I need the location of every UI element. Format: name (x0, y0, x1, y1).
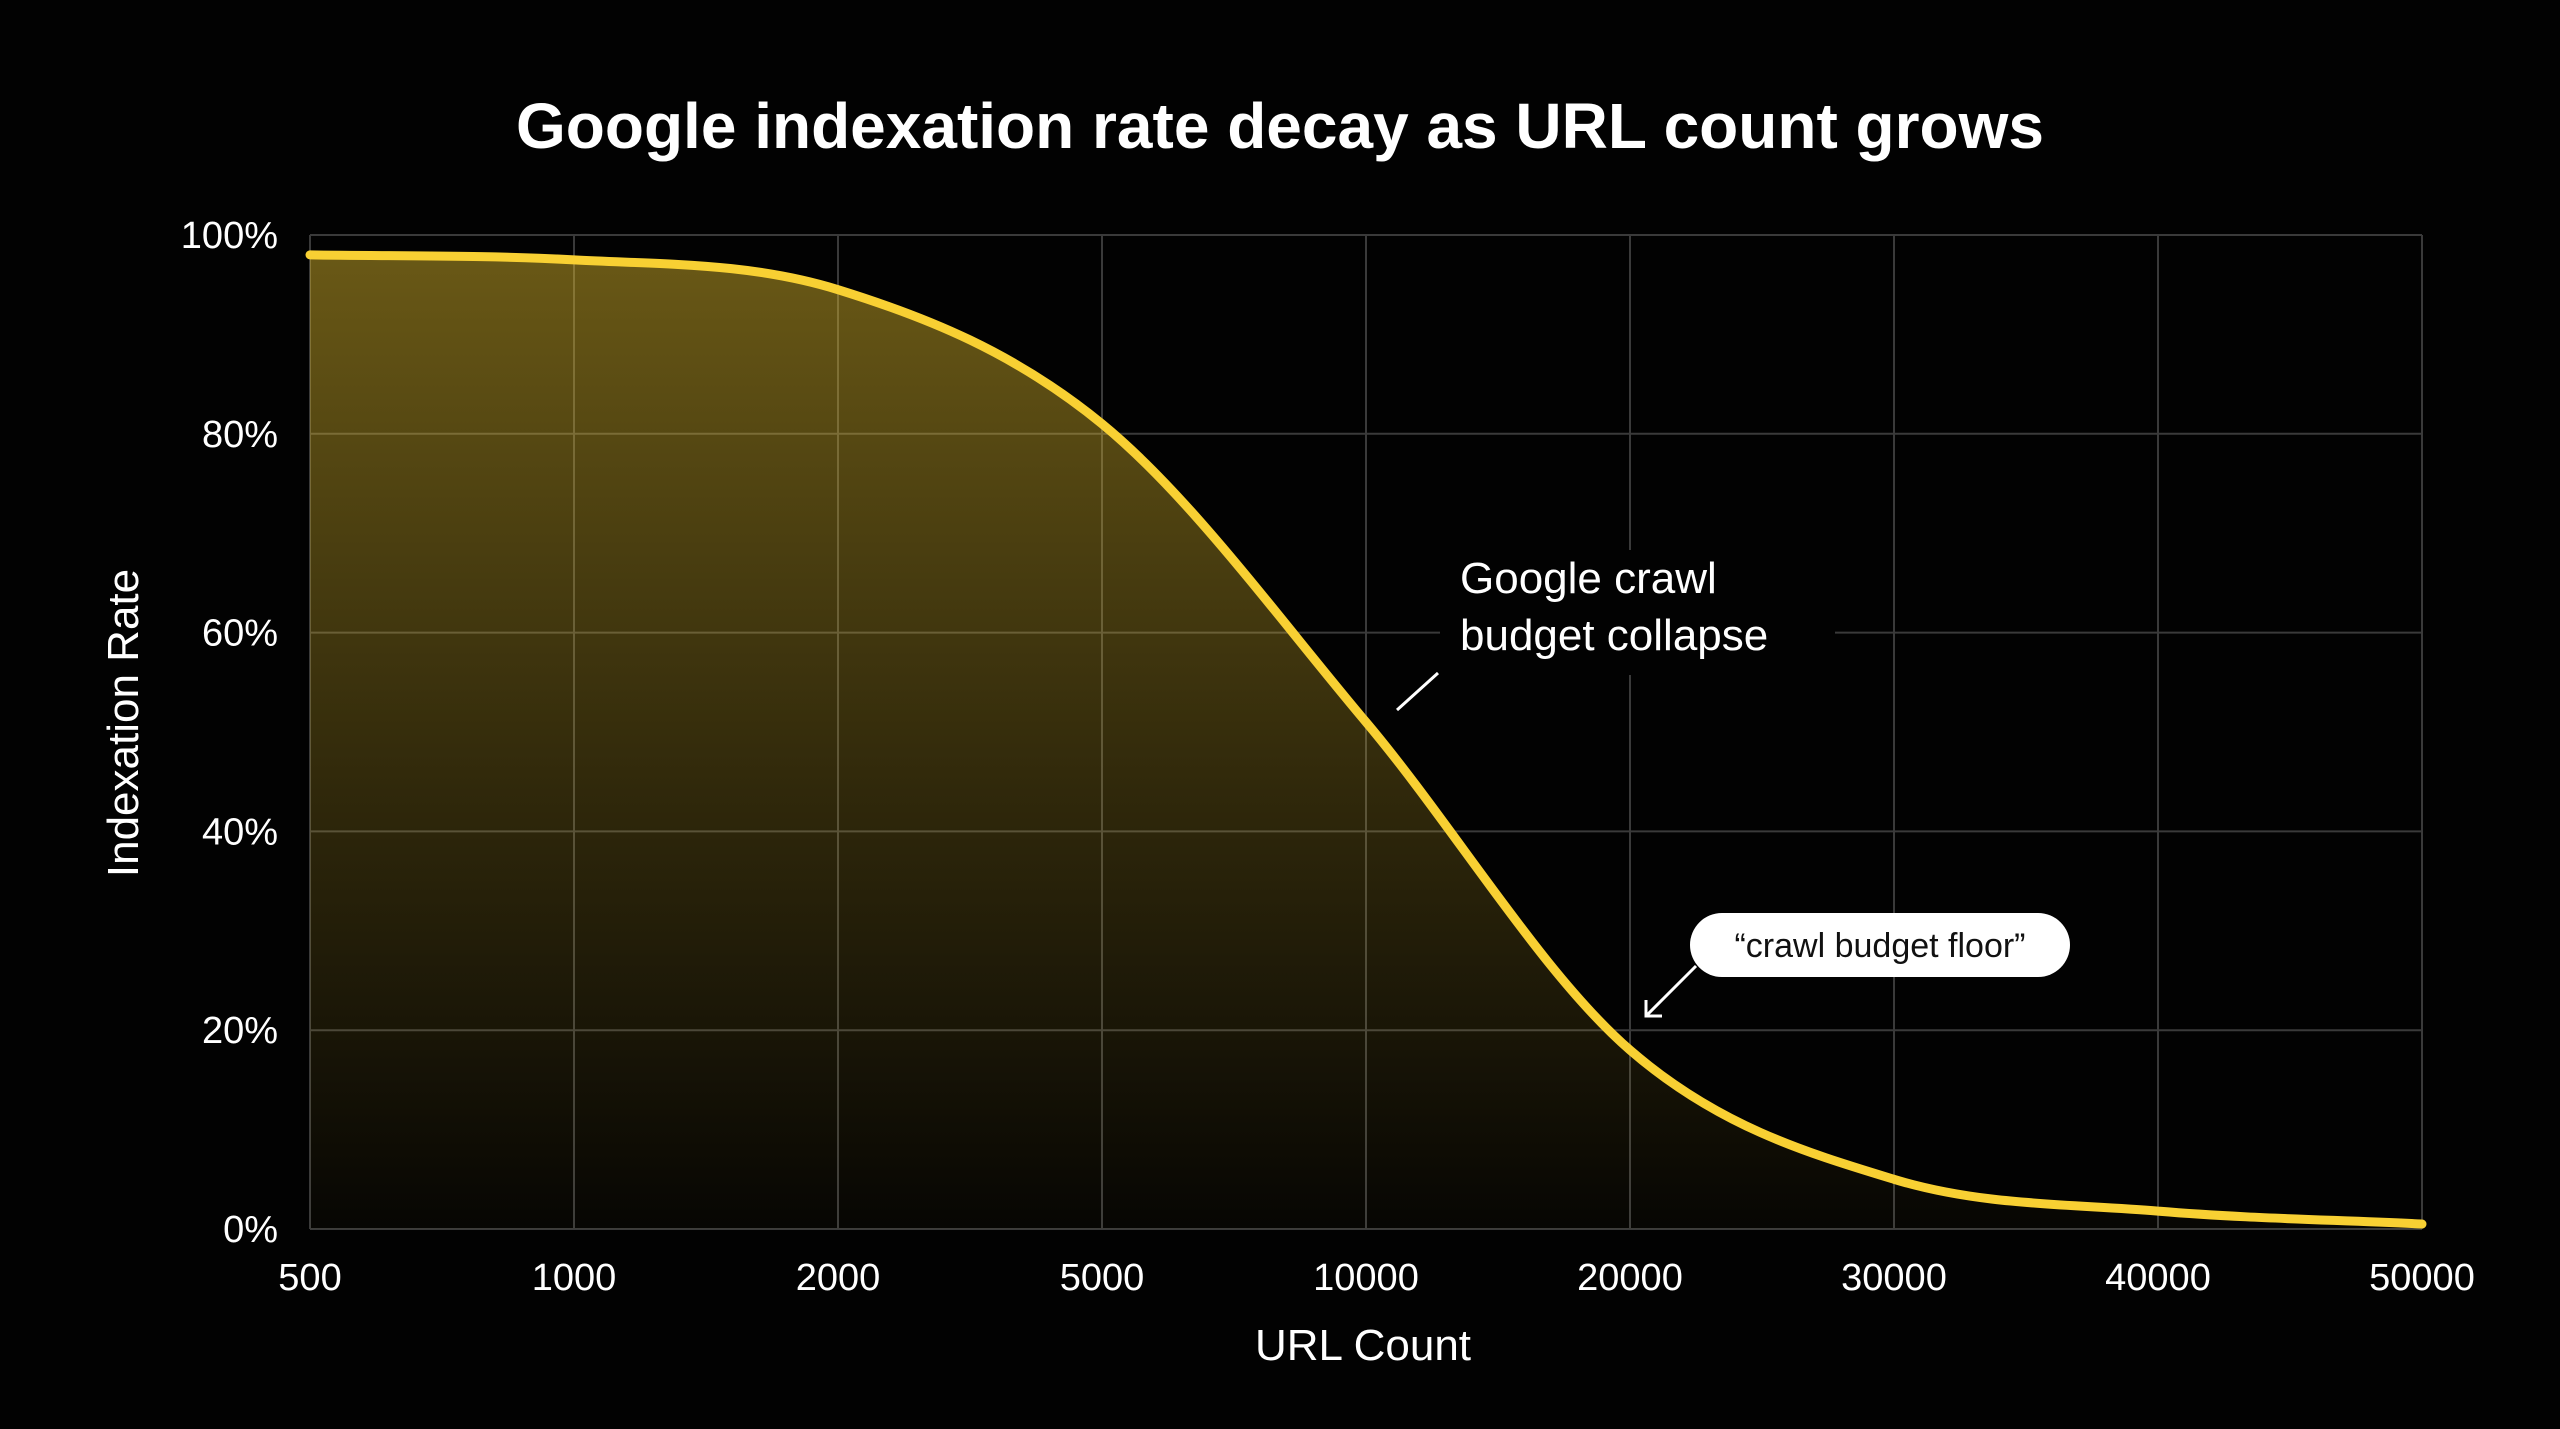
x-tick-label: 30000 (1841, 1257, 1947, 1299)
y-axis-title: Indexation Rate (99, 569, 148, 877)
x-tick-label: 50000 (2369, 1257, 2475, 1299)
x-tick-label: 500 (278, 1257, 341, 1299)
y-axis-ticks: 0% 20% 40% 60% 80% 100% (181, 215, 278, 1251)
y-tick-label: 40% (202, 811, 278, 853)
y-tick-label: 20% (202, 1010, 278, 1052)
x-tick-label: 40000 (2105, 1257, 2211, 1299)
y-tick-label: 0% (223, 1209, 278, 1251)
annotation-crawl-collapse: Google crawl budget collapse (1395, 550, 1835, 712)
callout-text: “crawl budget floor” (1734, 927, 2025, 965)
y-tick-label: 60% (202, 613, 278, 655)
x-tick-label: 20000 (1577, 1257, 1683, 1299)
x-axis-ticks: 500 1000 2000 5000 10000 20000 30000 40000 50000 (278, 1257, 2475, 1299)
x-tick-label: 2000 (796, 1257, 881, 1299)
x-axis-title: URL Count (1255, 1321, 1471, 1370)
y-tick-label: 100% (181, 215, 278, 257)
annotation-collapse-line-2: budget collapse (1460, 611, 1768, 660)
x-tick-label: 5000 (1060, 1257, 1145, 1299)
x-tick-label: 10000 (1313, 1257, 1419, 1299)
callout-arrowhead (1644, 1000, 1662, 1018)
x-tick-label: 1000 (532, 1257, 617, 1299)
annotation-collapse-pointer (1395, 671, 1440, 712)
area-fill (310, 254, 2422, 1229)
callout-bubble (1690, 913, 2070, 977)
callout-arrow-shaft (1644, 964, 1698, 1018)
annotation-collapse-backdrop (1440, 550, 1835, 675)
chart-title: Google indexation rate decay as URL coun… (516, 90, 2044, 162)
y-tick-label: 80% (202, 414, 278, 456)
annotation-crawl-floor: “crawl budget floor” (1644, 913, 2070, 1018)
annotation-collapse-line-1: Google crawl (1460, 554, 1717, 603)
series-line (305, 250, 2427, 1229)
